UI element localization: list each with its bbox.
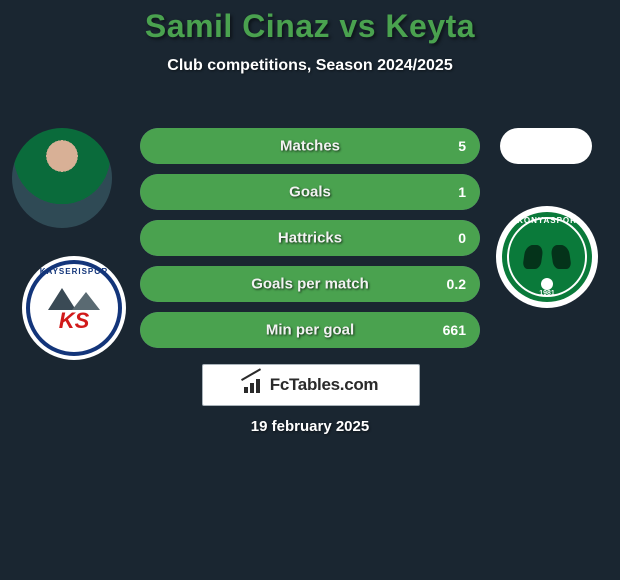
stat-right-value: 0.2 bbox=[447, 276, 466, 292]
eagle-icon bbox=[520, 241, 574, 273]
ball-icon bbox=[541, 278, 553, 290]
team2-badge-inner: KONYASPOR 1981 bbox=[502, 212, 592, 302]
brand-box[interactable]: FcTables.com bbox=[202, 364, 420, 406]
right-player-column: KONYASPOR 1981 bbox=[496, 128, 606, 308]
stat-right-value: 661 bbox=[443, 322, 466, 338]
stat-label: Goals per match bbox=[251, 276, 369, 293]
team1-badge-inner: KAYSERISPOR KS bbox=[26, 260, 122, 356]
stats-list: Matches 5 Goals 1 Hattricks 0 Goals per … bbox=[140, 128, 480, 358]
stat-label: Matches bbox=[280, 138, 340, 155]
stat-right-value: 0 bbox=[458, 230, 466, 246]
player1-avatar bbox=[12, 128, 112, 228]
team1-badge: KAYSERISPOR KS bbox=[22, 256, 126, 360]
stat-row-mpg: Min per goal 661 bbox=[140, 312, 480, 348]
page-subtitle: Club competitions, Season 2024/2025 bbox=[0, 57, 620, 75]
stat-label: Goals bbox=[289, 184, 331, 201]
stat-row-goals: Goals 1 bbox=[140, 174, 480, 210]
page-title: Samil Cinaz vs Keyta bbox=[0, 8, 620, 45]
stat-row-gpm: Goals per match 0.2 bbox=[140, 266, 480, 302]
team1-name-arc: KAYSERISPOR bbox=[40, 267, 109, 276]
team2-year: 1981 bbox=[539, 290, 555, 297]
player2-avatar bbox=[500, 128, 592, 164]
stat-label: Hattricks bbox=[278, 230, 342, 247]
team1-shortcode: KS bbox=[59, 308, 90, 334]
brand-label: FcTables.com bbox=[270, 375, 379, 395]
stat-row-hattricks: Hattricks 0 bbox=[140, 220, 480, 256]
stat-right-value: 5 bbox=[458, 138, 466, 154]
stat-label: Min per goal bbox=[266, 322, 354, 339]
mountain-icon bbox=[48, 288, 100, 310]
stat-row-matches: Matches 5 bbox=[140, 128, 480, 164]
stat-right-value: 1 bbox=[458, 184, 466, 200]
team2-name-arc: KONYASPOR bbox=[517, 216, 577, 225]
team2-badge: KONYASPOR 1981 bbox=[496, 206, 598, 308]
date-label: 19 february 2025 bbox=[0, 418, 620, 435]
comparison-card: Samil Cinaz vs Keyta Club competitions, … bbox=[0, 8, 620, 580]
bar-chart-icon bbox=[244, 377, 264, 393]
left-player-column: KAYSERISPOR KS bbox=[8, 128, 128, 360]
